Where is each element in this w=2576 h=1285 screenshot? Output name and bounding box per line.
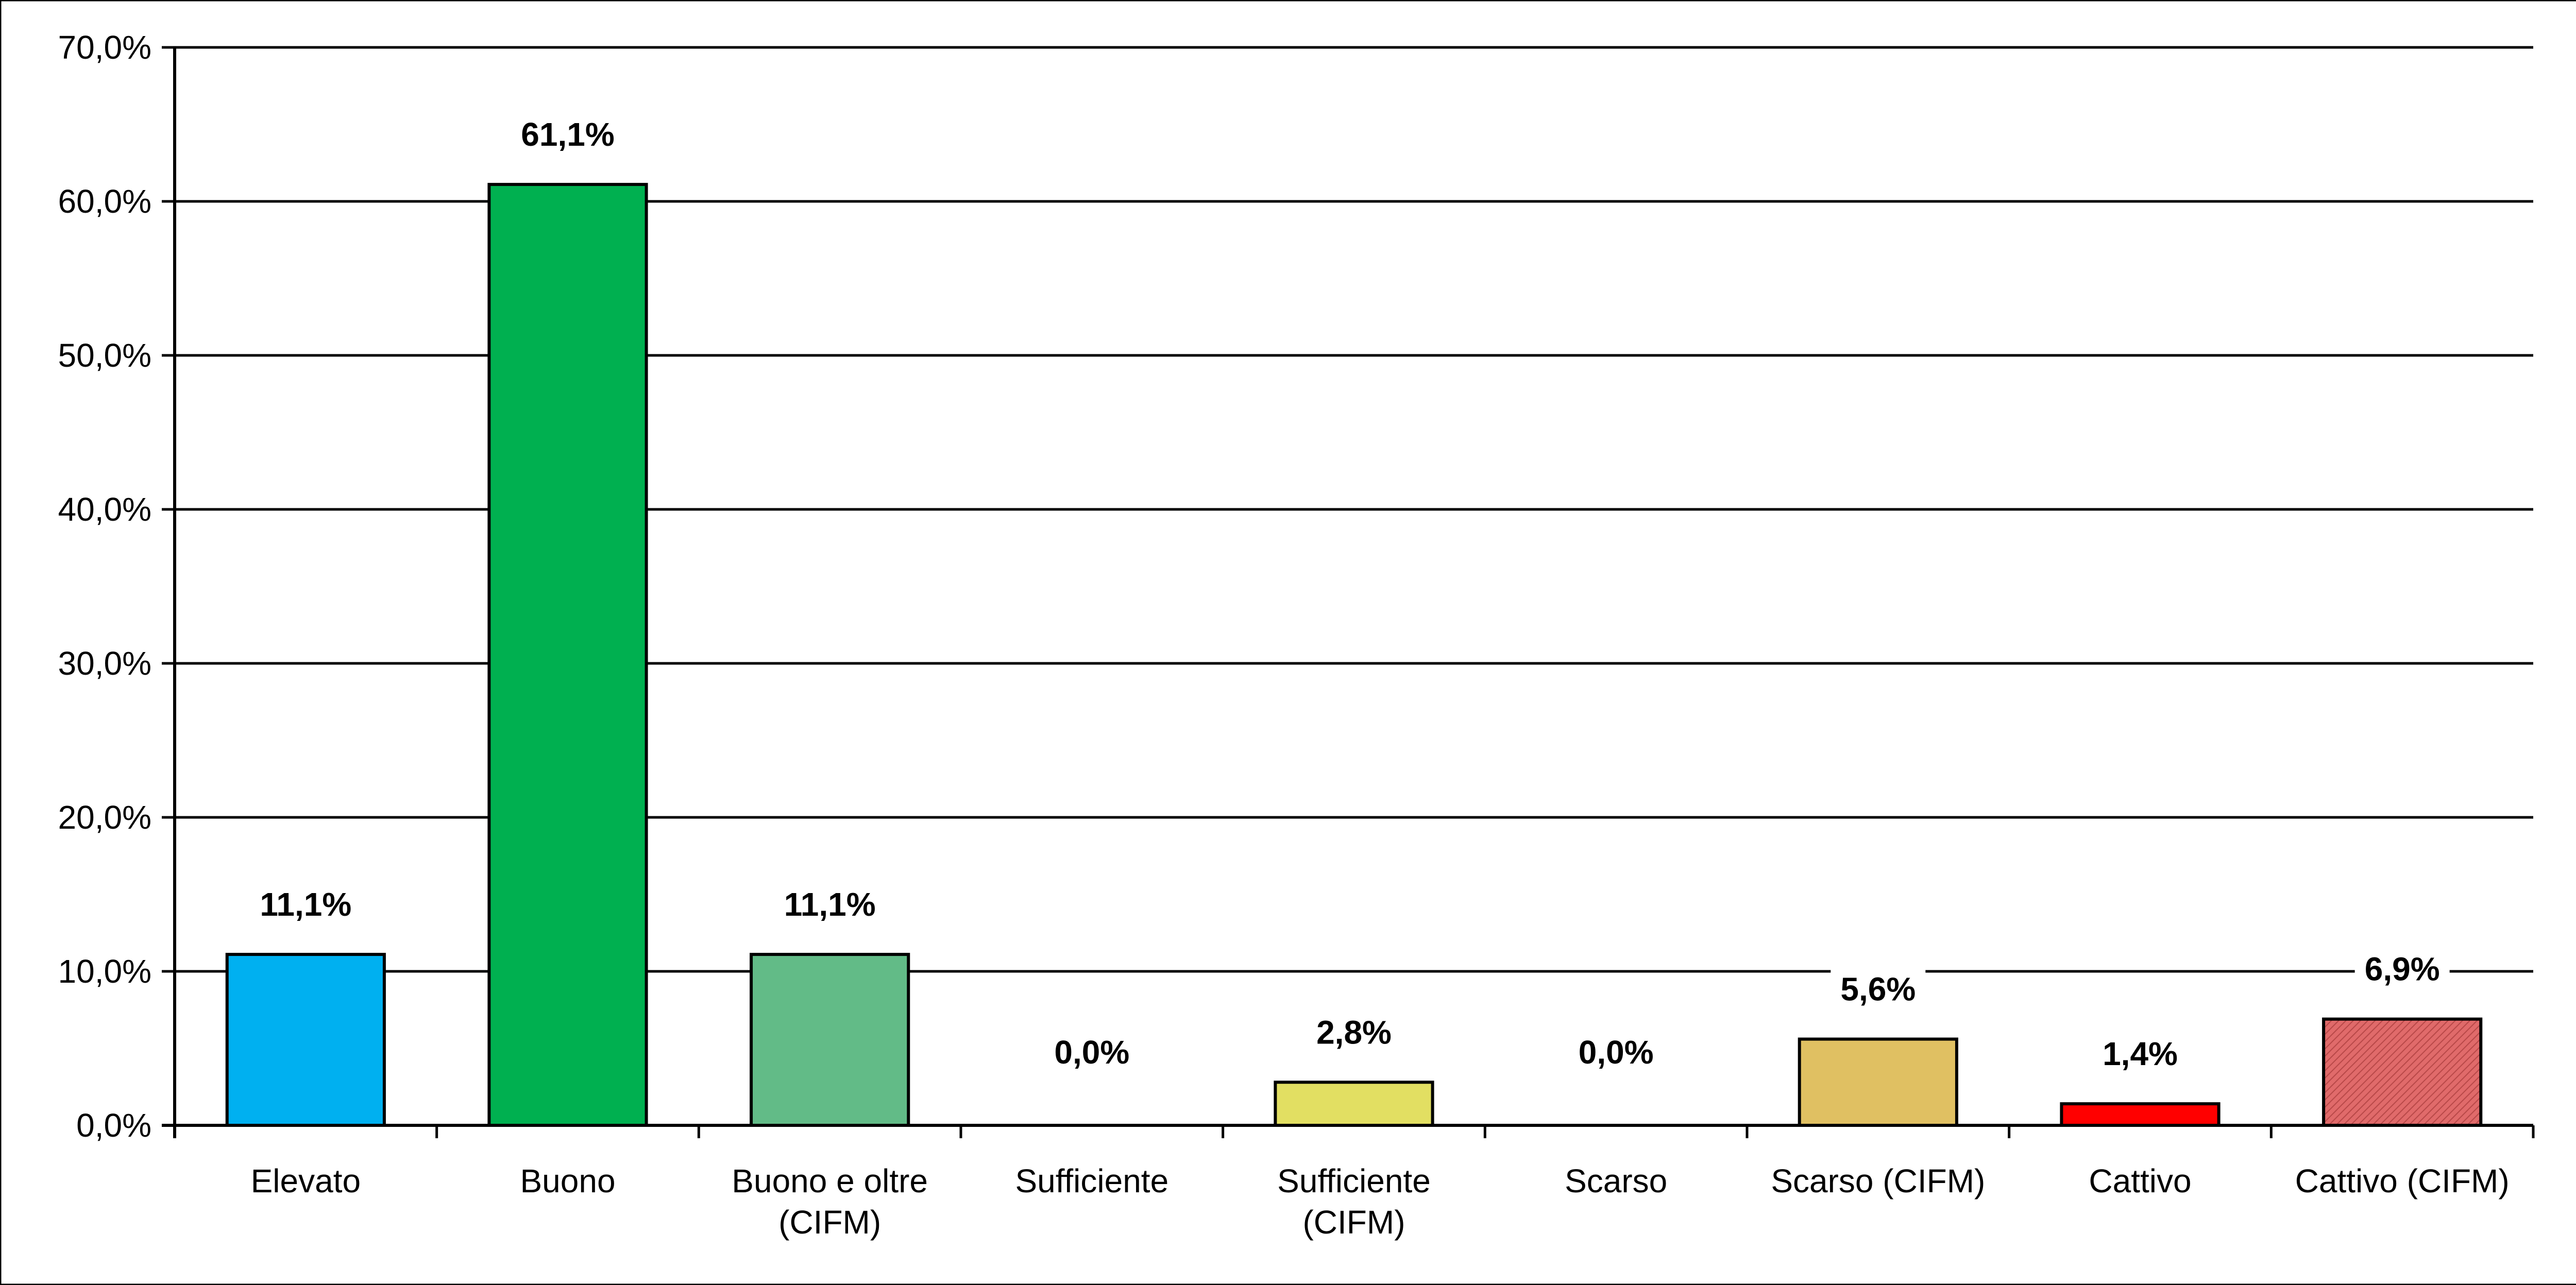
x-category-label: (CIFM) bbox=[778, 1204, 881, 1241]
x-category-label: Elevato bbox=[251, 1162, 361, 1200]
y-tick-label: 50,0% bbox=[58, 337, 151, 374]
x-category-label: Scarso (CIFM) bbox=[1771, 1162, 1985, 1200]
bar bbox=[750, 953, 910, 1127]
data-label-background bbox=[1568, 1033, 1664, 1074]
data-label: 61,1% bbox=[521, 116, 614, 153]
data-labels: 11,1% 61,1% 11,1% 0,0% 2,8% 0,0% 5,6% 1,4% 6,9% bbox=[249, 115, 2450, 1076]
x-category-label: Cattivo (CIFM) bbox=[2295, 1162, 2510, 1200]
bar bbox=[2060, 1102, 2221, 1127]
x-category-label: Cattivo bbox=[2089, 1162, 2191, 1200]
y-tick-label: 70,0% bbox=[58, 29, 151, 66]
x-category-label: Sufficiente bbox=[1277, 1162, 1431, 1200]
data-label: 6,9% bbox=[2365, 951, 2440, 988]
bar bbox=[225, 953, 386, 1127]
axes: 0,0% 10,0% 20,0% 30,0% 40,0% 50,0% 60,0% 70,0% E… bbox=[58, 29, 2535, 1241]
bar bbox=[1274, 1081, 1434, 1127]
data-label: 0,0% bbox=[1579, 1034, 1654, 1071]
data-label-background bbox=[249, 885, 363, 927]
data-label: 1,4% bbox=[2103, 1035, 2178, 1072]
data-label-background bbox=[2093, 1034, 2188, 1076]
data-label-background bbox=[1831, 969, 1926, 1011]
data-label-background bbox=[1307, 1013, 1401, 1054]
data-label: 0,0% bbox=[1054, 1034, 1129, 1071]
bar bbox=[1798, 1037, 1958, 1127]
data-label-background bbox=[773, 885, 887, 927]
data-label-background bbox=[511, 115, 624, 157]
bar bbox=[2322, 1017, 2483, 1127]
data-label: 5,6% bbox=[1840, 971, 1916, 1008]
x-category-label: Sufficiente bbox=[1015, 1162, 1168, 1200]
bar bbox=[487, 183, 648, 1127]
bars bbox=[225, 183, 2483, 1127]
data-label: 2,8% bbox=[1316, 1014, 1392, 1051]
y-tick-label: 40,0% bbox=[58, 491, 151, 528]
x-category-label: (CIFM) bbox=[1302, 1204, 1405, 1241]
y-tick-label: 30,0% bbox=[58, 645, 151, 682]
data-label: 11,1% bbox=[784, 886, 876, 923]
x-category-label: Buono bbox=[520, 1162, 615, 1200]
y-tick-label: 60,0% bbox=[58, 183, 151, 220]
y-tick-label: 10,0% bbox=[58, 953, 151, 990]
x-category-label: Buono e oltre bbox=[732, 1162, 928, 1200]
y-tick-label: 0,0% bbox=[76, 1107, 151, 1144]
x-category-label: Scarso bbox=[1565, 1162, 1667, 1200]
data-label-background bbox=[1044, 1033, 1140, 1074]
y-tick-label: 20,0% bbox=[58, 799, 151, 836]
data-label: 11,1% bbox=[260, 886, 351, 923]
data-label-background bbox=[2354, 949, 2450, 991]
